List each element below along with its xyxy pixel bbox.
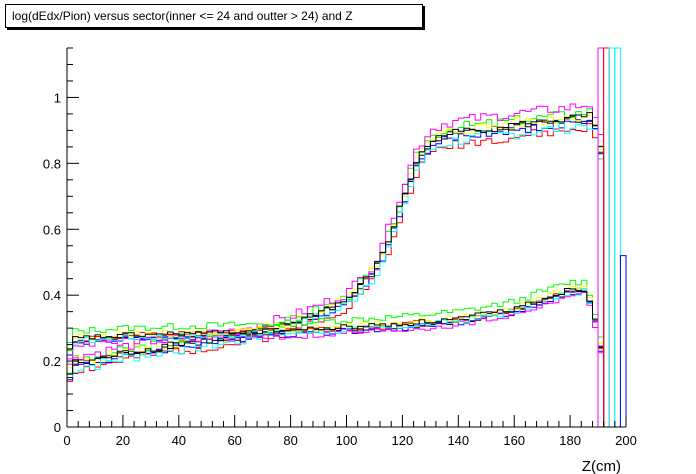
x-tick-label: 120 (392, 433, 414, 448)
series-line-5 (66, 114, 605, 427)
x-tick-label: 40 (172, 433, 186, 448)
x-tick-label: 20 (116, 433, 130, 448)
x-tick-label: 0 (63, 433, 70, 448)
edge-spike-1 (597, 47, 605, 427)
x-tick-label: 200 (615, 433, 637, 448)
series-line-2 (66, 123, 605, 427)
edge-spike-2 (603, 47, 610, 427)
y-tick-label: 0.6 (43, 222, 61, 237)
x-tick-label: 180 (559, 433, 581, 448)
chart-title: log(dEdx/Pion) versus sector(inner <= 24… (12, 9, 353, 23)
x-tick-label: 100 (336, 433, 358, 448)
x-axis-title: Z(cm) (582, 458, 621, 474)
series-line-8 (66, 112, 605, 427)
chart-title-box: log(dEdx/Pion) versus sector(inner <= 24… (5, 4, 423, 28)
y-tick-label: 0.4 (43, 288, 61, 303)
x-tick-label: 140 (447, 433, 469, 448)
series-line-11 (66, 279, 605, 427)
series-layer (66, 47, 627, 427)
y-tick-label: 0.2 (43, 354, 61, 369)
series-line-15 (66, 288, 605, 427)
series-line-4 (66, 119, 605, 427)
series-line-3 (66, 108, 605, 427)
x-tick-label: 80 (283, 433, 297, 448)
x-tick-label: 60 (227, 433, 241, 448)
edge-spike-4 (614, 47, 621, 427)
edge-spike-3 (608, 47, 616, 427)
axis-layer: 0 20 40 60 80 100 120 140 160 180 200 0 0.2 0.4 0.6 0.8… (43, 47, 637, 448)
series-line-1 (66, 115, 605, 427)
series-line-16 (66, 288, 605, 427)
y-tick-label: 1 (54, 90, 61, 105)
edge-spike-5 (619, 255, 627, 427)
series-line-6 (66, 103, 605, 427)
y-tick-label: 0 (54, 420, 61, 435)
y-tick-label: 0.8 (43, 156, 61, 171)
x-tick-label: 160 (503, 433, 525, 448)
series-line-7 (66, 122, 605, 427)
